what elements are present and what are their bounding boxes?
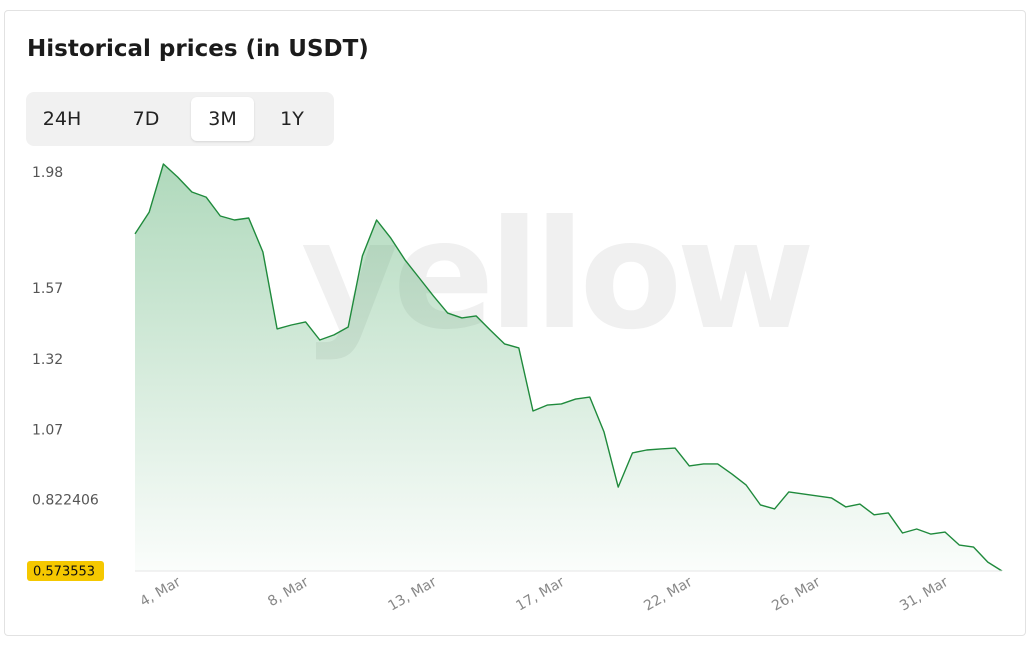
x-tick-label: 22, Mar — [641, 574, 695, 615]
x-tick-label: 4, Mar — [137, 574, 184, 610]
range-tab[interactable]: 1Y — [280, 108, 304, 130]
title: Historical prices (in USDT) — [27, 36, 369, 62]
y-tick-label: 1.98 — [32, 165, 63, 181]
x-tick-label: 17, Mar — [513, 574, 567, 615]
x-tick-label: 31, Mar — [897, 574, 951, 615]
y-tick-label: 0.822406 — [32, 493, 99, 509]
price-line — [134, 163, 1003, 572]
card — [4, 10, 1026, 636]
x-tick-label: 26, Mar — [769, 574, 823, 615]
range-tab[interactable]: 24H — [42, 108, 82, 130]
range-tab[interactable]: 3M — [191, 97, 254, 141]
x-tick-label: 13, Mar — [385, 574, 439, 615]
y-tick-label: 1.32 — [32, 352, 63, 368]
current-price-label: 0.573553 — [33, 565, 95, 580]
area-fill — [135, 164, 1002, 571]
range-tab[interactable]: 7D — [132, 108, 160, 130]
y-tick-label: 1.07 — [32, 423, 63, 439]
current-price-badge — [27, 561, 104, 581]
y-tick-label: 1.57 — [32, 281, 63, 297]
range-tabs: 24H 7D 3M 1Y — [26, 92, 334, 146]
x-tick-label: 8, Mar — [265, 574, 312, 610]
